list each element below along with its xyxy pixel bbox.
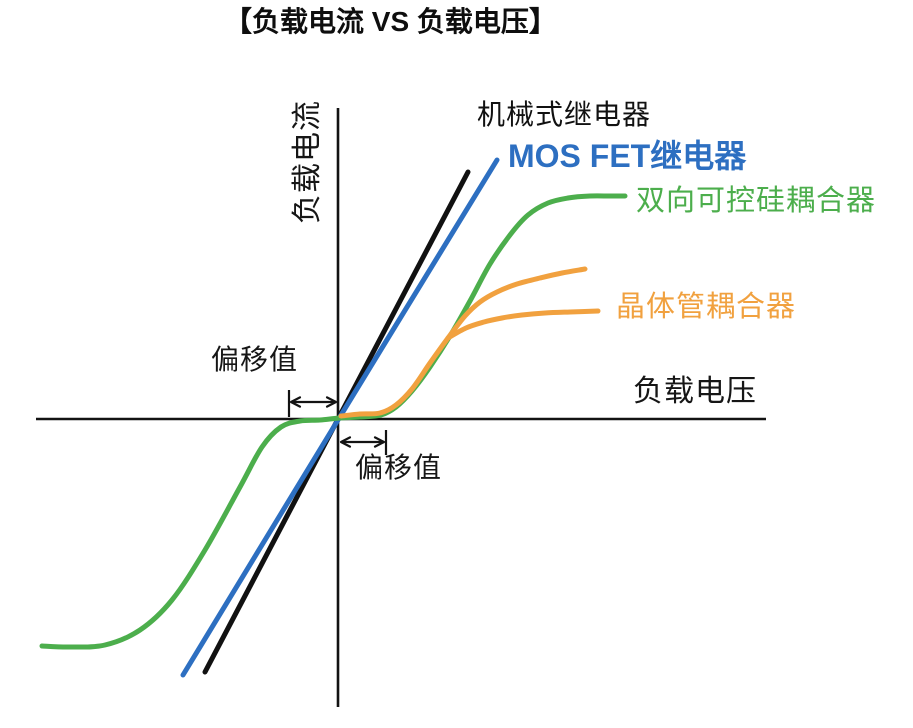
y-axis-label: 负载电流 — [291, 100, 324, 224]
curve-transistor-coupler — [338, 266, 588, 419]
offset-annotation-right-label: 偏移值 — [355, 452, 443, 483]
offset-annotation-left-label: 偏移值 — [211, 344, 299, 375]
offset-left-arrowhead-right — [325, 396, 338, 408]
offset-right-arrowhead-right — [373, 436, 386, 448]
series-label-transistor-coupler: 晶体管耦合器 — [616, 291, 797, 323]
curve-triac-coupler — [39, 193, 628, 650]
series-label-mosfet-relay: MOS FET继电器 — [508, 138, 747, 174]
series-label-mechanical-relay: 机械式继电器 — [477, 99, 652, 130]
series-label-triac-coupler: 双向可控硅耦合器 — [636, 185, 877, 217]
x-axis-label: 负载电压 — [633, 375, 757, 408]
curve-transistor-coupler-branch — [445, 308, 601, 341]
offset-right-arrowhead-left — [339, 436, 352, 448]
chart-title: 【负载电流 VS 负载电压】 — [224, 6, 557, 37]
offset-left-arrowhead-left — [289, 396, 302, 408]
